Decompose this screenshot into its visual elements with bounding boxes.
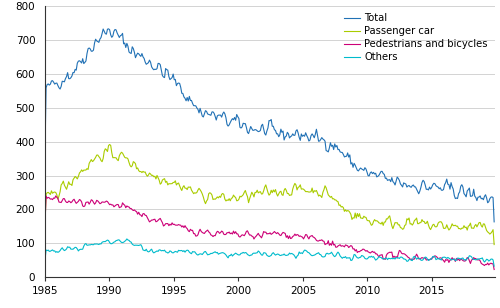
Total	[122, 41, 128, 45]
Pedestrians and bicycles	[209, 233, 215, 237]
Others	[196, 253, 202, 256]
Total	[239, 125, 245, 129]
Pedestrians and bicycles	[106, 201, 112, 205]
Total	[491, 220, 497, 224]
Line: Total: Total	[45, 29, 494, 222]
Pedestrians and bicycles	[42, 222, 48, 225]
Line: Others: Others	[45, 239, 494, 266]
Legend: Total, Passenger car, Pedestrians and bicycles, Others: Total, Passenger car, Pedestrians and bi…	[342, 11, 490, 64]
Others	[239, 251, 245, 255]
Total	[104, 27, 110, 31]
Passenger car	[42, 222, 48, 226]
Passenger car	[196, 187, 202, 190]
Others	[104, 238, 110, 242]
Others	[209, 252, 215, 255]
Passenger car	[222, 197, 228, 201]
Pedestrians and bicycles	[222, 233, 228, 237]
Total	[222, 112, 228, 116]
Line: Pedestrians and bicycles: Pedestrians and bicycles	[45, 196, 494, 270]
Passenger car	[106, 143, 112, 146]
Others	[124, 237, 130, 241]
Pedestrians and bicycles	[239, 233, 245, 237]
Total	[209, 110, 215, 114]
Pedestrians and bicycles	[196, 229, 202, 233]
Total	[106, 27, 112, 31]
Total	[42, 150, 48, 154]
Pedestrians and bicycles	[491, 268, 497, 271]
Others	[222, 252, 228, 256]
Others	[120, 240, 126, 244]
Passenger car	[491, 243, 497, 246]
Others	[491, 264, 497, 268]
Passenger car	[122, 156, 128, 159]
Line: Passenger car: Passenger car	[45, 144, 494, 245]
Total	[196, 111, 202, 115]
Passenger car	[239, 194, 245, 198]
Pedestrians and bicycles	[122, 203, 128, 207]
Others	[42, 258, 48, 262]
Passenger car	[209, 193, 215, 197]
Pedestrians and bicycles	[53, 194, 59, 198]
Passenger car	[104, 150, 110, 153]
